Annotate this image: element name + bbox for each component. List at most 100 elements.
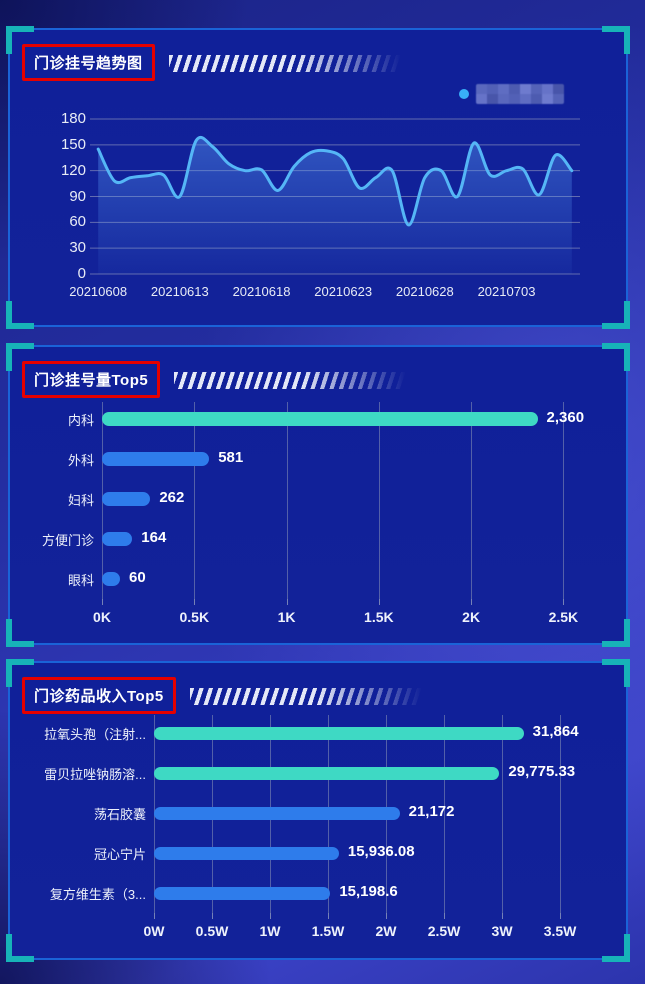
legend-label-censored [476, 84, 564, 104]
corner-bracket-bottom-right [602, 934, 630, 962]
axis-tick-mark [212, 913, 213, 919]
gridline-vertical [378, 402, 380, 599]
title-slashes-decoration [174, 372, 407, 389]
corner-bracket-bottom-left [6, 301, 34, 329]
corner-bracket-bottom-right [602, 301, 630, 329]
x-axis-label: 0.5W [195, 923, 229, 939]
corner-bracket-top-right [602, 26, 630, 54]
axis-tick-mark [154, 913, 155, 919]
category-label: 冠心宁片 [93, 847, 146, 862]
panel-registration-trend: 门诊挂号趋势图 0 30 60 90 120 150 180 20210608 20210613… [6, 26, 630, 329]
axis-tick-mark [502, 913, 504, 919]
axis-tick-mark [194, 599, 196, 605]
panel-drug-revenue-top5: 门诊药品收入Top5 0W 0.5W 1W 1.5W 2W 2.5W 3W 3.5W 拉氧头孢（… [6, 659, 630, 962]
bar-value-label: 164 [141, 529, 167, 546]
x-axis-label: 2K [462, 609, 481, 625]
title-slashes-decoration [189, 688, 422, 705]
bar-series-bar [154, 726, 524, 740]
y-axis-label: 0 [77, 265, 86, 282]
panel-title: 门诊药品收入Top5 [34, 688, 164, 705]
category-label: 内科 [67, 413, 94, 428]
mosaic-pixel [487, 94, 498, 104]
corner-bracket-top-right [602, 659, 630, 687]
panel-title: 门诊挂号趋势图 [34, 55, 143, 72]
category-label: 雷贝拉唑钠肠溶... [44, 767, 146, 782]
y-axis-label: 30 [69, 239, 86, 257]
axis-tick-mark [563, 599, 565, 605]
axis-tick-mark [560, 913, 562, 919]
axis-tick-mark [286, 599, 288, 605]
x-axis-label: 1.5W [311, 923, 345, 939]
x-axis-label: 2W [375, 923, 397, 939]
x-axis-label: 0W [143, 923, 165, 939]
x-axis-label: 2.5K [548, 609, 579, 625]
bar-series-bar [102, 492, 151, 506]
corner-bracket-top-left [6, 26, 34, 54]
corner-bracket-bottom-right [602, 619, 630, 647]
gridline-vertical [560, 715, 562, 913]
mosaic-pixel [487, 84, 498, 94]
trend-line-series [96, 135, 574, 227]
corner-bracket-bottom-left [6, 619, 34, 647]
bar-series-bar [154, 846, 339, 860]
x-axis-label: 1W [259, 923, 281, 939]
mosaic-pixel [542, 84, 553, 94]
drug-revenue-top5-bar-chart: 0W 0.5W 1W 1.5W 2W 2.5W 3W 3.5W 拉氧头孢（注射... 31,864… [10, 663, 626, 958]
mosaic-pixel [509, 94, 520, 104]
legend-dot-icon [459, 89, 469, 99]
gridline-vertical [194, 402, 196, 599]
category-label: 拉氧头孢（注射... [44, 727, 146, 742]
panel-registration-top5: 门诊挂号量Top5 0K 0.5K 1K 1.5K 2K 2.5K 内科 2,360 外科 581… [6, 343, 630, 647]
mosaic-pixel [531, 84, 542, 94]
bar-value-label: 581 [218, 449, 244, 466]
corner-bracket-top-right [602, 343, 630, 371]
mosaic-pixel [542, 94, 553, 104]
panel-title-box: 门诊药品收入Top5 [22, 677, 176, 714]
bar-value-label: 15,198.6 [339, 883, 398, 900]
panel-title: 门诊挂号量Top5 [34, 372, 149, 389]
bar-value-label: 29,775.33 [508, 763, 576, 780]
gridline-vertical [286, 402, 288, 599]
category-label: 方便门诊 [41, 533, 94, 548]
bar-series-bar [102, 452, 210, 466]
gridline-vertical [563, 402, 565, 599]
chart-legend-item[interactable] [459, 84, 564, 104]
bar-series-bar [102, 412, 538, 426]
mosaic-pixel [476, 94, 487, 104]
line-area-fill [98, 137, 572, 274]
category-label: 眼科 [67, 573, 94, 588]
axis-tick-mark [328, 913, 330, 919]
x-axis-label: 20210608 [69, 284, 128, 299]
mosaic-pixel [531, 94, 542, 104]
mosaic-pixel [553, 94, 564, 104]
mosaic-pixel [498, 94, 509, 104]
bar-series-bar [154, 886, 331, 900]
y-axis-label: 60 [69, 213, 86, 231]
corner-bracket-top-left [6, 659, 34, 687]
trend-line-chart: 0 30 60 90 120 150 180 20210608 20210613 20210618… [10, 30, 626, 325]
x-axis-label: 20210628 [395, 284, 454, 299]
mosaic-pixel [520, 94, 531, 104]
axis-tick-mark [386, 913, 388, 919]
title-slashes-decoration [168, 55, 401, 72]
x-axis-label: 3W [491, 923, 513, 939]
axis-tick-mark [102, 599, 103, 605]
axis-tick-mark [471, 599, 473, 605]
bar-value-label: 31,864 [532, 723, 579, 740]
gridline-vertical [471, 402, 473, 599]
registration-top5-bar-chart: 0K 0.5K 1K 1.5K 2K 2.5K 内科 2,360 外科 581 妇科 262 方便门诊 1… [10, 347, 626, 643]
x-axis-label: 1K [277, 609, 296, 625]
gridline-vertical [502, 715, 504, 913]
mosaic-pixel [553, 84, 564, 94]
x-axis-label: 0K [93, 609, 111, 625]
x-axis-label: 3.5W [543, 923, 577, 939]
mosaic-pixel [509, 84, 520, 94]
panel-title-box: 门诊挂号量Top5 [22, 361, 161, 398]
corner-bracket-top-left [6, 343, 34, 371]
category-label: 复方维生素（3... [49, 887, 146, 902]
bar-series-bar [102, 572, 120, 586]
bar-value-label: 262 [159, 489, 185, 506]
bar-series-bar [154, 806, 400, 820]
line-chart-plot [90, 118, 580, 275]
bar-series-bar [102, 532, 133, 546]
